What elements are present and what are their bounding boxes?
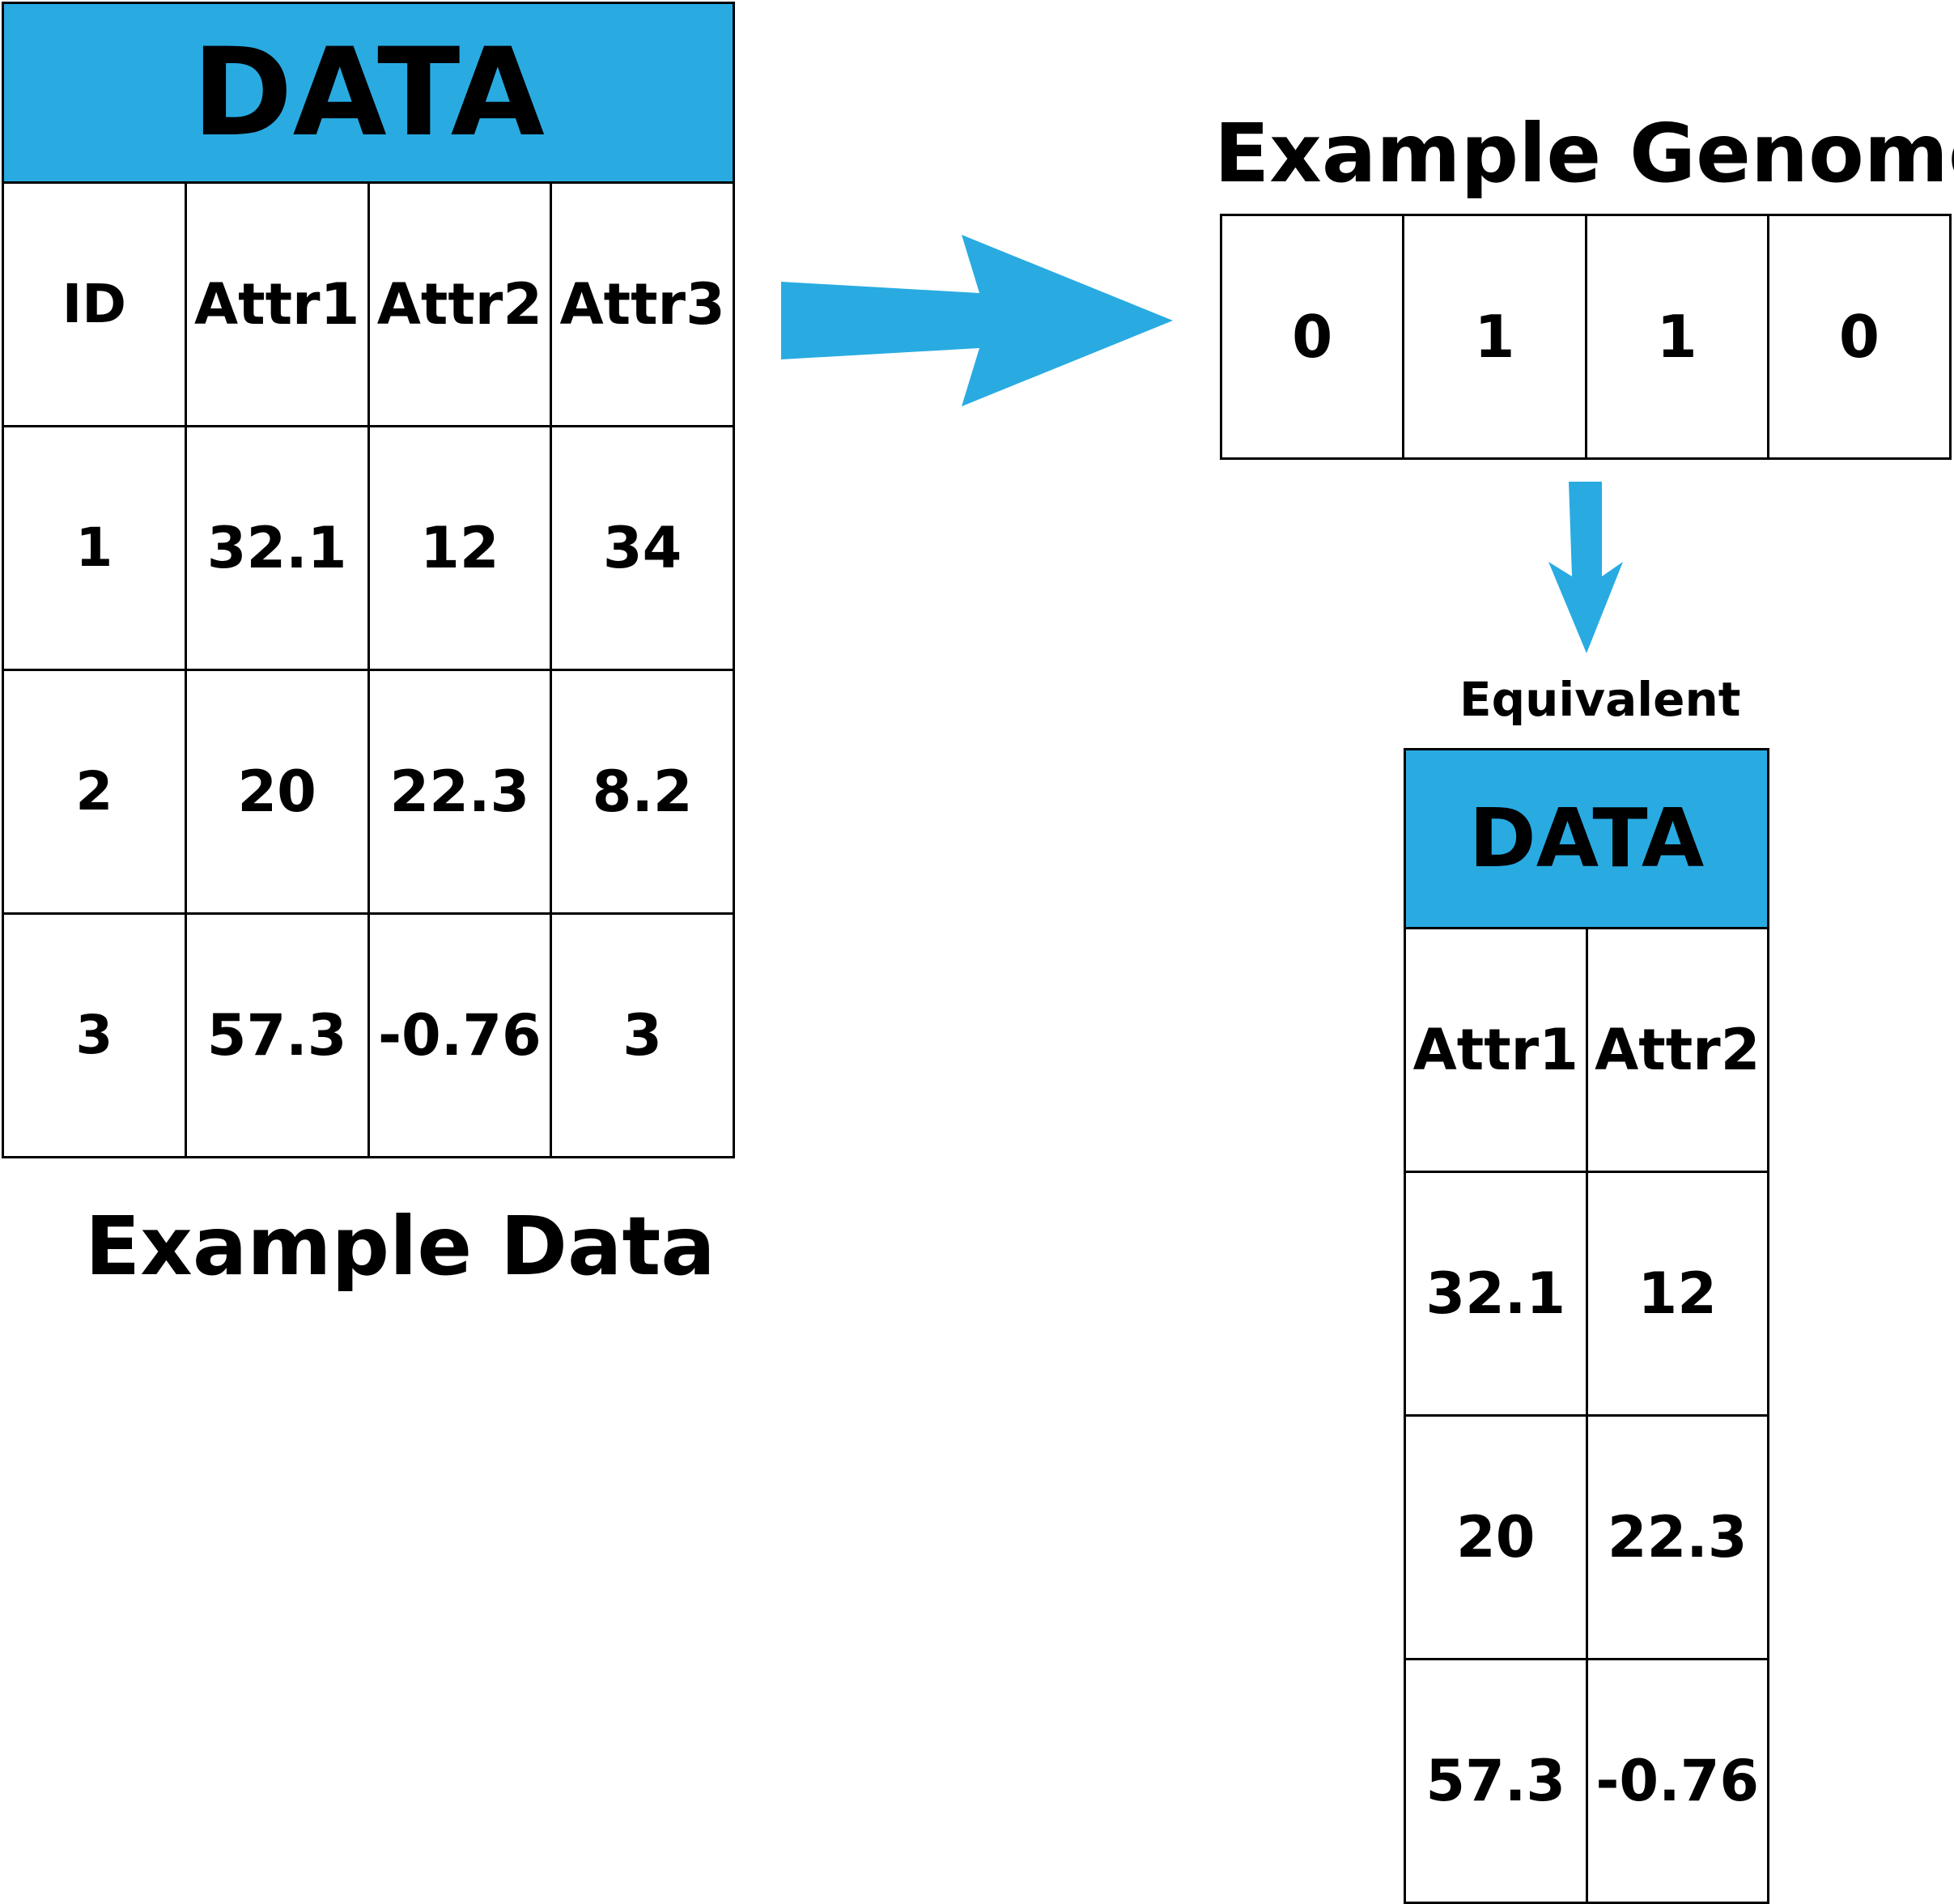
column-header-attr1: Attr1 xyxy=(184,181,370,427)
genome-row: 0 1 1 0 xyxy=(1219,214,1952,460)
example-genome-table: 0 1 1 0 xyxy=(1219,214,1952,460)
column-header-id: ID xyxy=(2,181,187,427)
table-cell: 22.3 xyxy=(367,669,553,915)
table-row: 20 22.3 xyxy=(1404,1414,1769,1660)
equivalent-label: Equivalent xyxy=(1459,672,1741,727)
table-row: 32.1 12 xyxy=(1404,1171,1769,1417)
equivalent-table-title: DATA xyxy=(1404,748,1769,929)
genome-bit: 1 xyxy=(1402,214,1587,460)
down-arrow-icon xyxy=(1548,482,1623,653)
column-header-attr2: Attr2 xyxy=(1585,927,1769,1173)
table-row: 1 32.1 12 34 xyxy=(2,425,735,671)
example-genome-caption: Example Genome xyxy=(1214,106,1954,201)
table-row: 3 57.3 -0.76 3 xyxy=(2,912,735,1158)
example-data-table: DATA ID Attr1 Attr2 Attr3 1 32.1 12 34 2… xyxy=(2,2,735,1158)
table-cell: 3 xyxy=(550,912,735,1158)
table-row: 2 20 22.3 8.2 xyxy=(2,669,735,915)
table-row: 57.3 -0.76 xyxy=(1404,1658,1769,1904)
example-data-caption: Example Data xyxy=(85,1199,716,1294)
table-cell: 2 xyxy=(2,669,187,915)
data-table-title: DATA xyxy=(2,2,735,184)
table-cell: -0.76 xyxy=(1585,1658,1769,1904)
table-cell: 34 xyxy=(550,425,735,671)
table-cell: 22.3 xyxy=(1585,1414,1769,1660)
table-cell: -0.76 xyxy=(367,912,553,1158)
table-cell: 3 xyxy=(2,912,187,1158)
column-header-attr3: Attr3 xyxy=(550,181,735,427)
genome-bit: 1 xyxy=(1584,214,1769,460)
right-arrow-icon xyxy=(781,235,1173,406)
equivalent-data-table: DATA Attr1 Attr2 32.1 12 20 22.3 57.3 -0… xyxy=(1404,748,1769,1904)
table-cell: 20 xyxy=(1404,1414,1588,1660)
table-cell: 32.1 xyxy=(184,425,370,671)
table-cell: 57.3 xyxy=(1404,1658,1588,1904)
genome-bit: 0 xyxy=(1766,214,1952,460)
genome-bit: 0 xyxy=(1219,214,1405,460)
table-cell: 20 xyxy=(184,669,370,915)
table-cell: 8.2 xyxy=(550,669,735,915)
table-cell: 1 xyxy=(2,425,187,671)
table-cell: 57.3 xyxy=(184,912,370,1158)
column-header-attr1: Attr1 xyxy=(1404,927,1588,1173)
table-cell: 12 xyxy=(1585,1171,1769,1417)
table-cell: 12 xyxy=(367,425,553,671)
column-header-attr2: Attr2 xyxy=(367,181,553,427)
table-cell: 32.1 xyxy=(1404,1171,1588,1417)
